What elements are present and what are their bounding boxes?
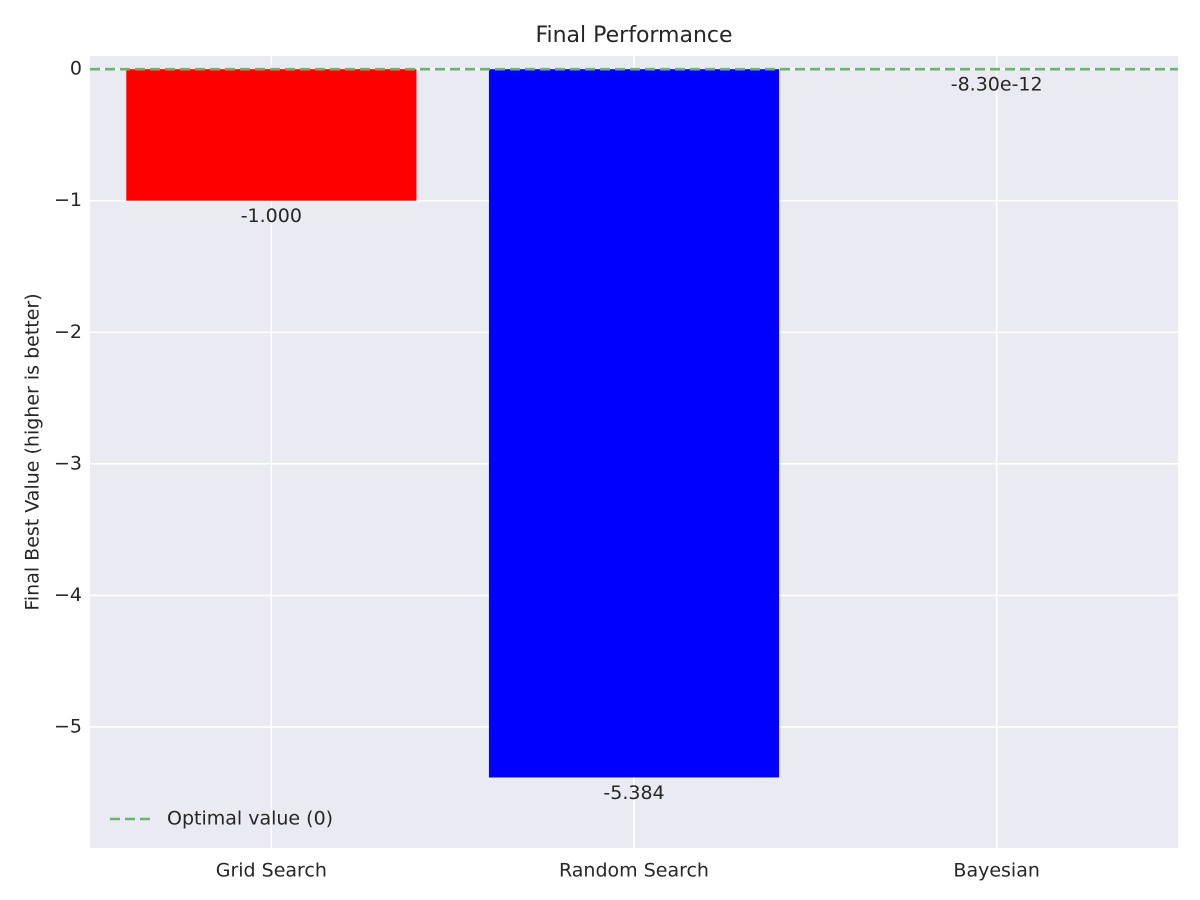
y-tick-label: −1 [54, 189, 82, 211]
y-tick-label: −2 [54, 321, 82, 343]
y-tick-label: 0 [70, 58, 82, 80]
y-axis-label: Final Best Value (higher is better) [22, 293, 44, 610]
x-tick-label: Random Search [559, 860, 709, 882]
bar-value-label: -5.384 [603, 782, 664, 804]
x-axis-ticks: Grid Search Random Search Bayesian [216, 860, 1040, 882]
bars [126, 69, 1142, 778]
y-axis-ticks: 0 −1 −2 −3 −4 −5 [54, 58, 82, 738]
chart-title: Final Performance [535, 23, 732, 48]
legend: Optimal value (0) [110, 808, 333, 830]
y-tick-label: −3 [54, 452, 82, 474]
bar-grid-search [126, 69, 417, 201]
bar-value-label: -8.30e-12 [951, 74, 1043, 96]
x-tick-label: Grid Search [216, 860, 327, 882]
bar-value-label: -1.000 [241, 205, 302, 227]
bar-random-search [488, 69, 780, 778]
y-tick-label: −5 [54, 715, 82, 737]
legend-entry-optimal: Optimal value (0) [167, 808, 333, 830]
y-tick-label: −4 [54, 584, 82, 606]
bar-value-labels: -1.000 -5.384 -8.30e-12 [241, 74, 1043, 804]
x-tick-label: Bayesian [953, 860, 1039, 882]
